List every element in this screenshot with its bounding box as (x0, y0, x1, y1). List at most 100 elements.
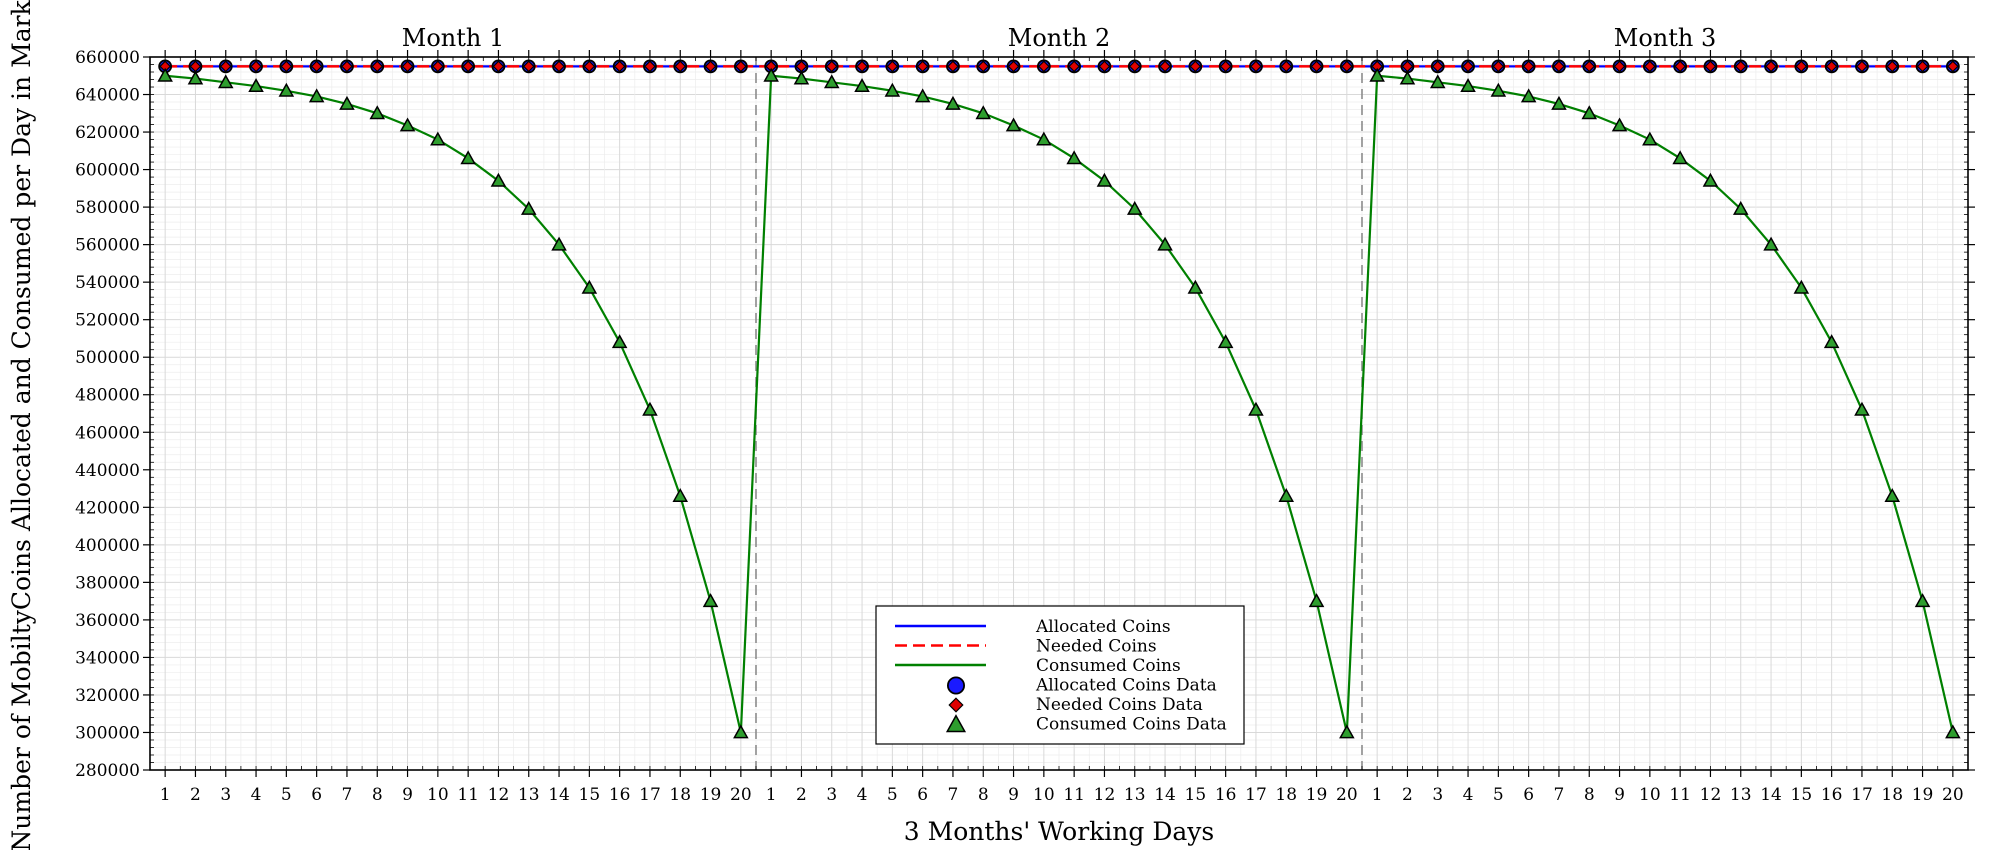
x-tick-label: 18 (669, 785, 691, 805)
data-point (1189, 60, 1202, 73)
x-tick-label: 15 (579, 785, 601, 805)
data-point (1159, 60, 1171, 73)
x-tick-label: 6 (311, 785, 322, 805)
data-point (1038, 60, 1050, 73)
data-point (1583, 60, 1596, 73)
data-point (1825, 60, 1838, 73)
y-axis-label: Number of MobiltyCoins Allocated and Con… (7, 0, 36, 850)
x-tick-label: 7 (948, 785, 959, 805)
x-tick-label: 2 (796, 785, 807, 805)
data-point (280, 60, 293, 73)
y-tick-label: 660000 (75, 48, 140, 68)
data-point (1520, 88, 1537, 103)
x-tick-label: 6 (1523, 785, 1534, 805)
x-tick-label: 14 (1760, 785, 1782, 805)
x-tick-label: 13 (1730, 785, 1752, 805)
data-point (1914, 593, 1931, 608)
x-tick-label: 8 (372, 785, 383, 805)
data-point (1672, 150, 1688, 165)
data-point (1096, 172, 1113, 187)
data-point (1429, 74, 1446, 89)
data-point (1066, 150, 1082, 165)
y-tick-label: 520000 (75, 311, 140, 331)
data-point (369, 105, 386, 120)
data-point (1460, 78, 1476, 93)
data-point (310, 60, 323, 73)
x-tick-label: 10 (1033, 785, 1055, 805)
data-point (1642, 131, 1658, 146)
data-point (1310, 60, 1323, 73)
x-tick-label: 4 (857, 785, 868, 805)
data-point (702, 593, 719, 608)
data-point (1763, 236, 1779, 251)
data-point (884, 82, 901, 97)
data-point (1522, 60, 1535, 73)
data-point (1581, 105, 1598, 120)
data-point (1219, 60, 1232, 73)
legend-label: Consumed Coins Data (1036, 715, 1227, 735)
y-tick-label: 500000 (75, 348, 140, 368)
data-point (1217, 334, 1234, 349)
x-tick-label: 3 (220, 785, 231, 805)
x-tick-label: 6 (917, 785, 928, 805)
data-point (642, 401, 658, 416)
data-point (401, 60, 414, 73)
x-tick-label: 18 (1275, 785, 1297, 805)
y-tick-label: 480000 (75, 386, 140, 406)
data-point (1553, 60, 1565, 73)
data-point (856, 60, 868, 73)
data-point (490, 172, 507, 187)
data-point (975, 105, 992, 120)
legend-box (875, 605, 1245, 745)
data-point (460, 150, 476, 165)
x-tick-label: 14 (548, 785, 570, 805)
data-point (1674, 60, 1686, 73)
data-point (219, 60, 232, 73)
x-tick-label: 2 (1402, 785, 1413, 805)
data-point (613, 60, 626, 73)
data-point (1823, 334, 1840, 349)
data-point (1339, 724, 1355, 739)
x-tick-label: 7 (1554, 785, 1565, 805)
data-point (1945, 724, 1961, 739)
data-point (674, 60, 687, 73)
data-point (854, 78, 870, 93)
data-point (1128, 60, 1141, 73)
x-tick-label: 20 (730, 785, 752, 805)
data-point (735, 60, 747, 73)
x-tick-label: 3 (1432, 785, 1443, 805)
x-tick-label: 18 (1881, 785, 1903, 805)
x-tick-label: 5 (1493, 785, 1504, 805)
data-point (1702, 172, 1719, 187)
x-tick-label: 20 (1942, 785, 1964, 805)
data-point (308, 88, 325, 103)
x-tick-label: 1 (160, 785, 171, 805)
x-tick-label: 11 (1669, 785, 1691, 805)
x-tick-label: 12 (1700, 785, 1722, 805)
data-point (945, 95, 961, 110)
x-tick-label: 17 (1851, 785, 1873, 805)
x-tick-label: 16 (1215, 785, 1237, 805)
data-point (341, 60, 353, 73)
data-point (278, 82, 295, 97)
x-tick-label: 13 (1124, 785, 1146, 805)
data-point (1068, 60, 1080, 73)
x-tick-label: 19 (1306, 785, 1328, 805)
x-tick-label: 4 (1463, 785, 1474, 805)
y-tick-label: 400000 (75, 536, 140, 556)
y-tick-label: 340000 (75, 648, 140, 668)
legend-marker (945, 714, 967, 733)
x-ticks: 1 2 3 4 5 6 7 8 9 10 11 12 13 14 15 16 17 18 19 20 1 2 3 4 5 6 7 8 9… (149, 50, 1969, 805)
data-point (1187, 279, 1204, 294)
data-point (886, 60, 899, 73)
data-point (553, 60, 565, 73)
data-point (763, 67, 779, 82)
data-point (1765, 60, 1777, 73)
x-tick-label: 12 (488, 785, 510, 805)
data-point (551, 236, 567, 251)
data-point (1793, 279, 1810, 294)
data-point (1551, 95, 1567, 110)
x-tick-label: 19 (1912, 785, 1934, 805)
month-titles: Month 1 Month 2 Month 3 (402, 24, 1716, 52)
